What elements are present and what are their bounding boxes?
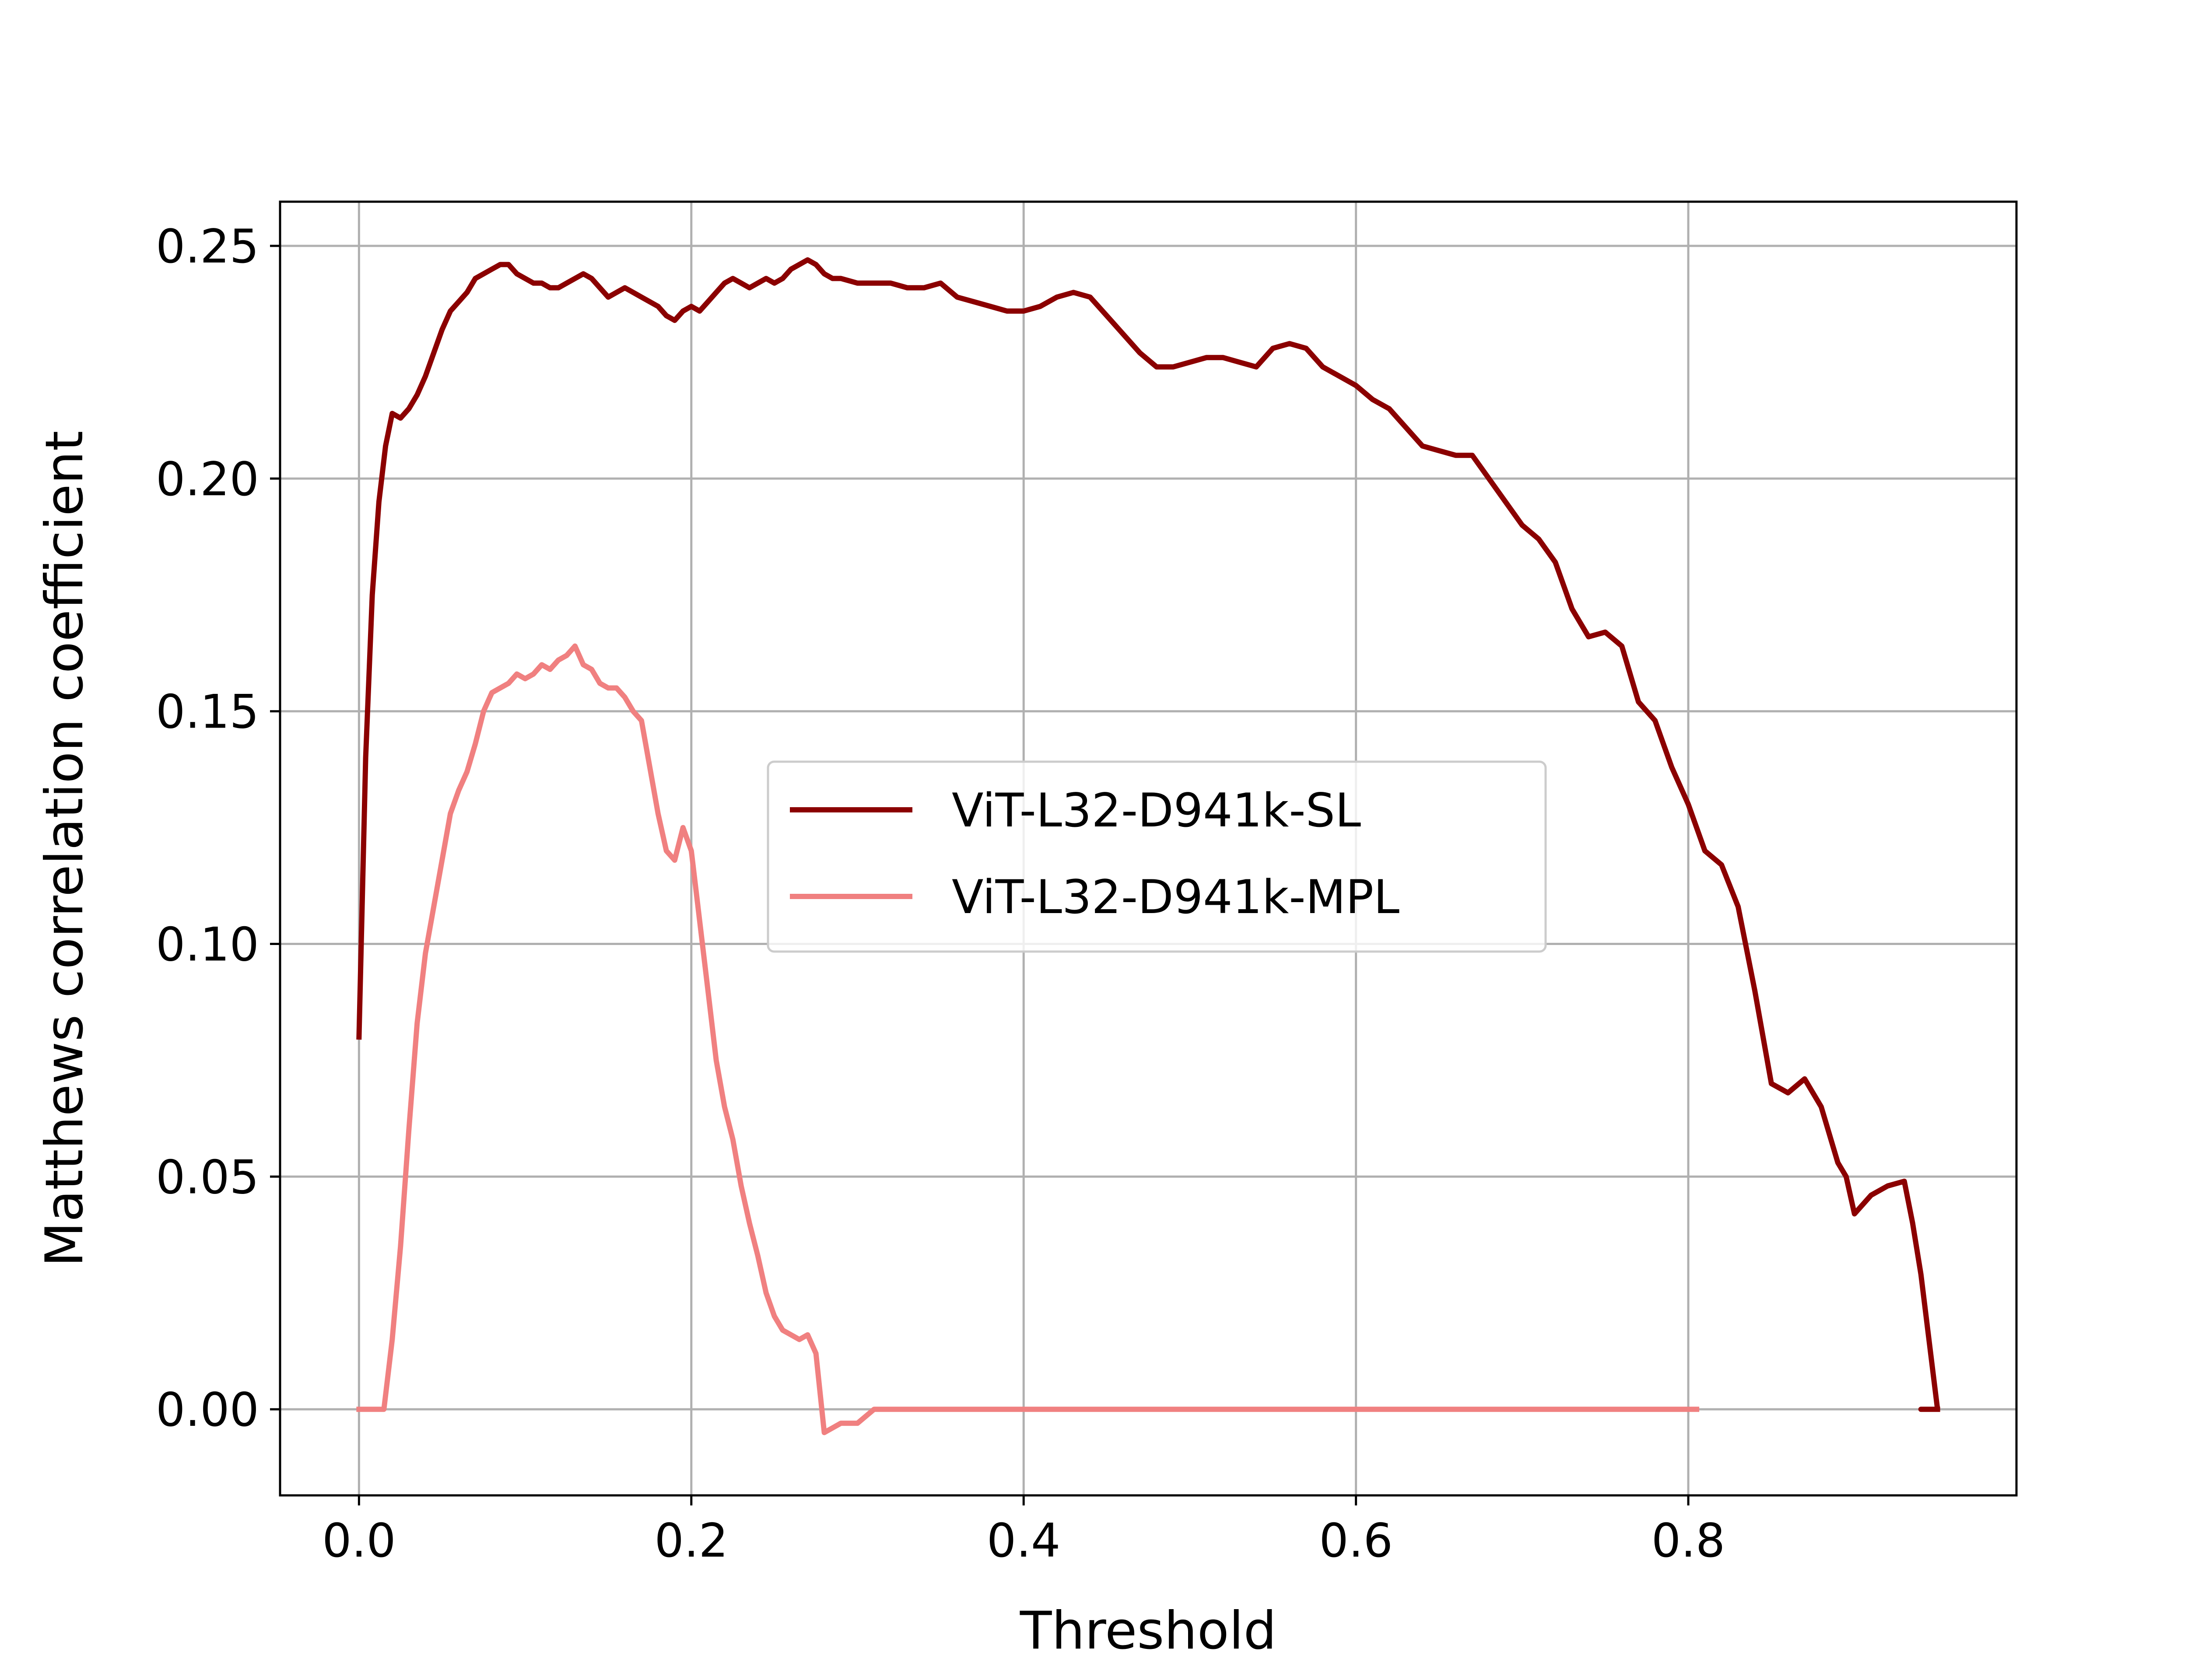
y-tick-label: 0.10: [156, 918, 259, 972]
x-tick-label: 0.8: [1652, 1514, 1725, 1568]
series-line-2: [356, 643, 1700, 1435]
x-axis-title: Threshold: [1020, 1601, 1276, 1661]
y-tick-label: 0.00: [156, 1383, 259, 1437]
y-tick-label: 0.15: [156, 685, 259, 739]
x-tick-label: 0.2: [655, 1514, 729, 1568]
legend-label-1: ViT-L32-D941k-SL: [952, 784, 1361, 837]
legend-box: [767, 760, 1547, 953]
x-tick-label: 0.6: [1319, 1514, 1393, 1568]
x-tick-label: 0.4: [987, 1514, 1061, 1568]
y-tick-label: 0.25: [156, 220, 259, 273]
series-layer: [356, 257, 1940, 1435]
legend-label-2: ViT-L32-D941k-MPL: [952, 870, 1399, 924]
y-axis-title: Matthews correlation coefficient: [35, 430, 95, 1267]
series-line-1: [356, 257, 1940, 1412]
y-tick-label: 0.05: [156, 1150, 259, 1204]
x-tick-label: 0.0: [322, 1514, 396, 1568]
y-tick-label: 0.20: [156, 452, 259, 506]
axis-ticks: 0.0 0.2 0.4 0.6 0.8 0.00 0.05 0.10 0.15 0.20 0.25: [156, 220, 1725, 1568]
legend: ViT-L32-D941k-SL ViT-L32-D941k-MPL: [767, 760, 1547, 953]
plot-frame: [279, 200, 2018, 1497]
